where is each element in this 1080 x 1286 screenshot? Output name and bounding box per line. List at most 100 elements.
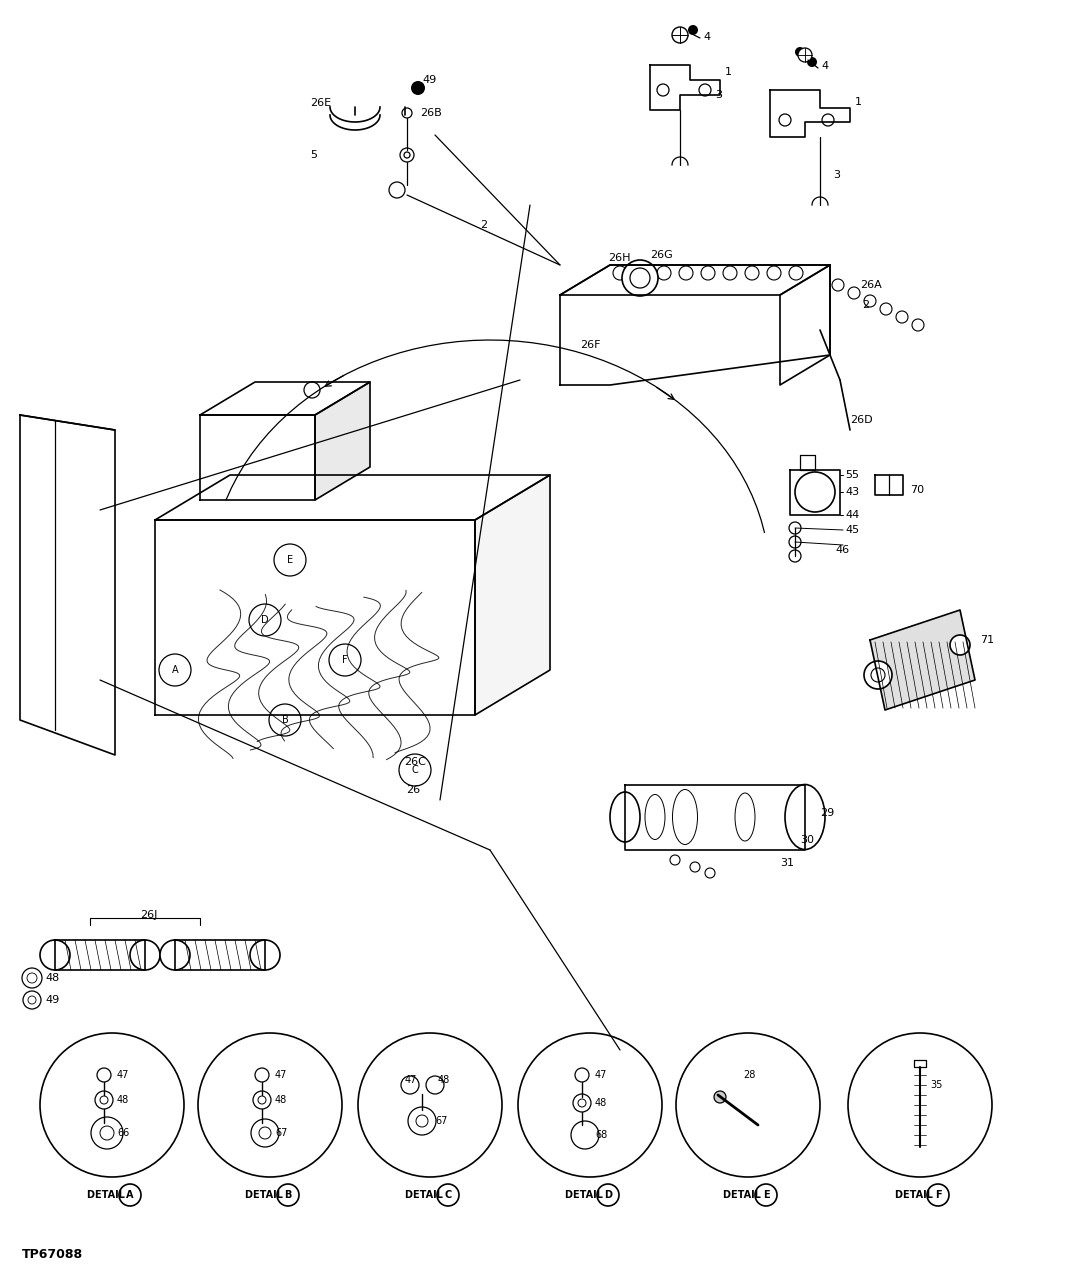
- Circle shape: [795, 48, 805, 57]
- Polygon shape: [156, 520, 475, 715]
- Circle shape: [276, 1184, 299, 1206]
- Text: E: E: [287, 556, 293, 565]
- Text: F: F: [342, 655, 348, 665]
- Circle shape: [426, 1076, 444, 1094]
- Text: 47: 47: [117, 1070, 130, 1080]
- Polygon shape: [561, 265, 831, 385]
- Circle shape: [950, 635, 970, 655]
- Polygon shape: [315, 382, 370, 500]
- Circle shape: [303, 382, 320, 397]
- Circle shape: [411, 81, 426, 95]
- Text: 26D: 26D: [850, 415, 873, 424]
- Circle shape: [95, 1091, 113, 1109]
- Circle shape: [822, 114, 834, 126]
- Circle shape: [575, 1067, 589, 1082]
- Circle shape: [657, 84, 669, 96]
- Text: C: C: [411, 765, 418, 775]
- Text: 4: 4: [821, 60, 828, 71]
- Text: TP67088: TP67088: [22, 1249, 83, 1262]
- Circle shape: [912, 319, 924, 331]
- Polygon shape: [870, 610, 975, 710]
- Circle shape: [119, 1184, 141, 1206]
- Circle shape: [23, 992, 41, 1010]
- Text: 66: 66: [117, 1128, 130, 1138]
- Circle shape: [832, 279, 843, 291]
- Text: 2: 2: [480, 220, 487, 230]
- Circle shape: [198, 1033, 342, 1177]
- Text: 26E: 26E: [310, 98, 332, 108]
- Circle shape: [416, 1115, 428, 1127]
- Circle shape: [249, 940, 280, 970]
- Circle shape: [249, 604, 281, 637]
- Text: DETAIL: DETAIL: [405, 1190, 446, 1200]
- Text: 30: 30: [800, 835, 814, 845]
- Circle shape: [880, 303, 892, 315]
- Ellipse shape: [610, 792, 640, 842]
- Circle shape: [40, 940, 70, 970]
- Text: 1: 1: [725, 67, 732, 77]
- Circle shape: [401, 1076, 419, 1094]
- Circle shape: [779, 114, 791, 126]
- Text: 26C: 26C: [404, 757, 426, 766]
- Ellipse shape: [785, 784, 825, 850]
- Polygon shape: [200, 415, 315, 500]
- Text: A: A: [126, 1190, 134, 1200]
- Circle shape: [258, 1096, 266, 1103]
- Circle shape: [613, 266, 627, 280]
- Circle shape: [848, 287, 860, 300]
- Circle shape: [705, 868, 715, 878]
- Circle shape: [848, 1033, 993, 1177]
- Circle shape: [622, 260, 658, 296]
- Circle shape: [578, 1100, 586, 1107]
- Text: 26G: 26G: [650, 249, 673, 260]
- Text: 46: 46: [835, 545, 849, 556]
- Polygon shape: [156, 475, 550, 520]
- Text: F: F: [934, 1190, 942, 1200]
- Text: 26J: 26J: [140, 910, 158, 919]
- Text: 67: 67: [275, 1128, 287, 1138]
- Circle shape: [571, 1121, 599, 1148]
- Text: 48: 48: [438, 1075, 450, 1085]
- Text: 1: 1: [855, 96, 862, 107]
- Circle shape: [159, 655, 191, 685]
- Circle shape: [100, 1127, 114, 1139]
- Polygon shape: [21, 415, 114, 755]
- Text: 68: 68: [595, 1130, 607, 1139]
- Circle shape: [28, 995, 36, 1004]
- Text: 55: 55: [845, 469, 859, 480]
- Circle shape: [437, 1184, 459, 1206]
- Text: 48: 48: [275, 1094, 287, 1105]
- Circle shape: [870, 667, 885, 682]
- Circle shape: [714, 1091, 726, 1103]
- Circle shape: [723, 266, 737, 280]
- Circle shape: [27, 974, 37, 983]
- Circle shape: [402, 108, 411, 118]
- Circle shape: [672, 27, 688, 42]
- Text: 26A: 26A: [860, 280, 881, 291]
- Circle shape: [160, 940, 190, 970]
- Text: A: A: [172, 665, 178, 675]
- Circle shape: [679, 266, 693, 280]
- Text: 47: 47: [405, 1075, 417, 1085]
- Text: 45: 45: [845, 525, 859, 535]
- Text: D: D: [261, 615, 269, 625]
- Circle shape: [927, 1184, 949, 1206]
- Text: 3: 3: [715, 90, 723, 100]
- Circle shape: [40, 1033, 184, 1177]
- Circle shape: [269, 703, 301, 736]
- Circle shape: [688, 24, 698, 35]
- Circle shape: [597, 1184, 619, 1206]
- Circle shape: [864, 294, 876, 307]
- Text: DETAIL: DETAIL: [723, 1190, 765, 1200]
- Circle shape: [864, 661, 892, 689]
- Circle shape: [798, 48, 812, 62]
- Text: B: B: [282, 715, 288, 725]
- Text: 49: 49: [422, 75, 436, 85]
- Text: 71: 71: [980, 635, 994, 646]
- Text: DETAIL: DETAIL: [565, 1190, 606, 1200]
- Circle shape: [789, 536, 801, 548]
- Circle shape: [789, 266, 804, 280]
- Text: 67: 67: [435, 1116, 447, 1127]
- Text: DETAIL: DETAIL: [245, 1190, 286, 1200]
- Text: DETAIL: DETAIL: [87, 1190, 129, 1200]
